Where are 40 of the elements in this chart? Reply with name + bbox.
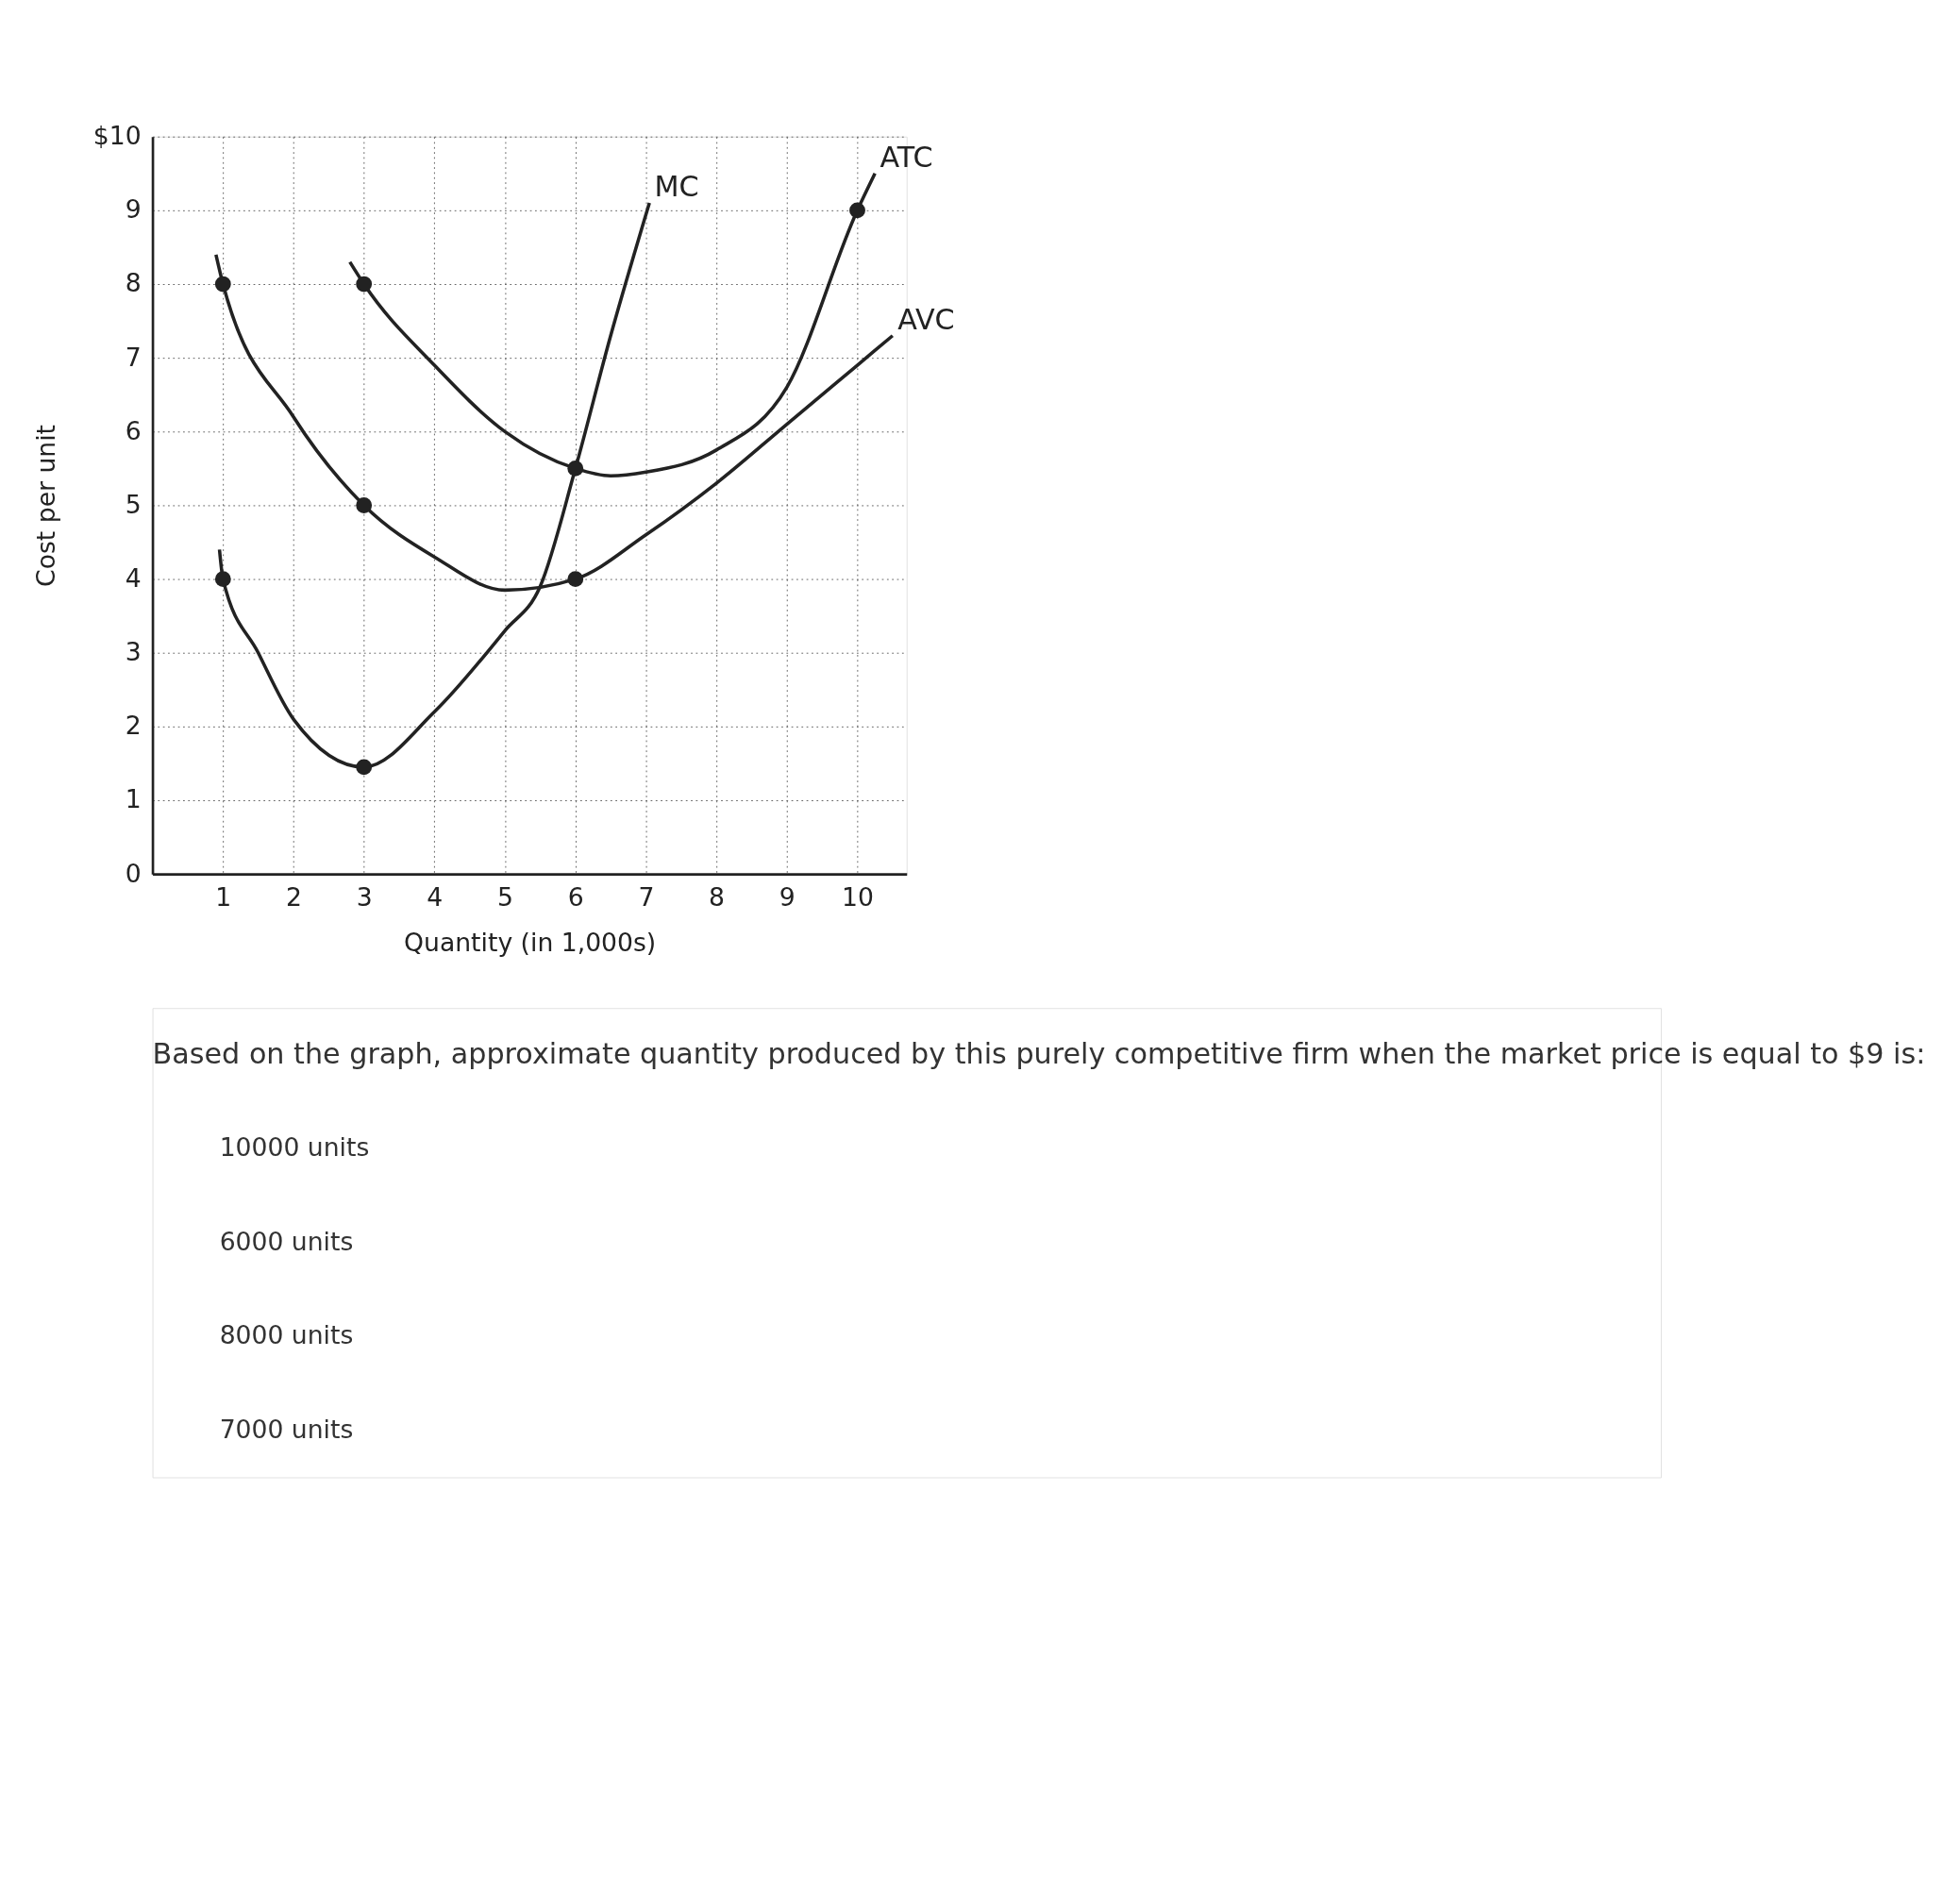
x-tick-label: 8 — [709, 882, 726, 913]
y-tick-label: 2 — [125, 711, 142, 741]
line-series — [347, 172, 877, 478]
text: 6000 units — [219, 1226, 354, 1256]
x-tick-label: 4 — [427, 882, 444, 913]
y-tick-label: 8 — [125, 268, 142, 298]
series-label: AVC — [897, 302, 955, 336]
x-tick-label: 2 — [285, 882, 302, 913]
x-tick-label: 3 — [356, 882, 373, 913]
point — [567, 461, 584, 477]
text: Based on the graph, approximate quantity produced by this purely competitive firm when the market price is equal to $9 is: — [152, 1036, 1926, 1070]
x-tick-label: 1 — [215, 882, 232, 913]
x-tick-label: 10 — [842, 882, 874, 913]
x-tick-label: 7 — [638, 882, 655, 913]
x-tick-label: 5 — [497, 882, 513, 913]
y-tick-label: 0 — [125, 858, 142, 888]
y-tick-label: 1 — [125, 784, 142, 814]
point — [356, 497, 373, 513]
point — [849, 202, 865, 219]
x-tick-label: 9 — [779, 882, 796, 913]
y-tick-label: 5 — [125, 489, 142, 519]
y-axis-title: Cost per unit — [30, 424, 60, 587]
point — [567, 571, 584, 588]
point — [214, 571, 231, 588]
point — [356, 759, 373, 776]
series-label: MC — [654, 170, 699, 203]
x-tick-label: 6 — [567, 882, 584, 913]
text: 8000 units — [219, 1320, 354, 1350]
y-tick-label: 6 — [125, 415, 142, 445]
y-tick-label: 4 — [125, 563, 142, 594]
point — [356, 276, 373, 293]
x-axis-title: Quantity (in 1,000s) — [404, 928, 657, 958]
y-tick-label: $10 — [92, 121, 142, 151]
text: 10000 units — [219, 1132, 370, 1163]
y-tick-label: 7 — [125, 342, 142, 372]
point — [214, 276, 231, 293]
y-tick-label: 9 — [125, 194, 142, 225]
text: 7000 units — [219, 1414, 354, 1444]
series-label: ATC — [879, 140, 933, 174]
y-tick-label: 3 — [125, 637, 142, 667]
